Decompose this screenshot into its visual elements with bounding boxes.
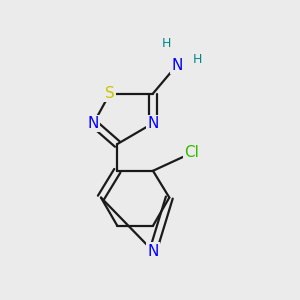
Text: N: N (147, 116, 159, 131)
Text: N: N (147, 244, 159, 259)
Text: H: H (193, 53, 202, 66)
Text: S: S (105, 86, 115, 101)
Text: Cl: Cl (184, 146, 199, 160)
Text: N: N (171, 58, 182, 73)
Text: H: H (162, 37, 171, 50)
Text: N: N (88, 116, 99, 131)
